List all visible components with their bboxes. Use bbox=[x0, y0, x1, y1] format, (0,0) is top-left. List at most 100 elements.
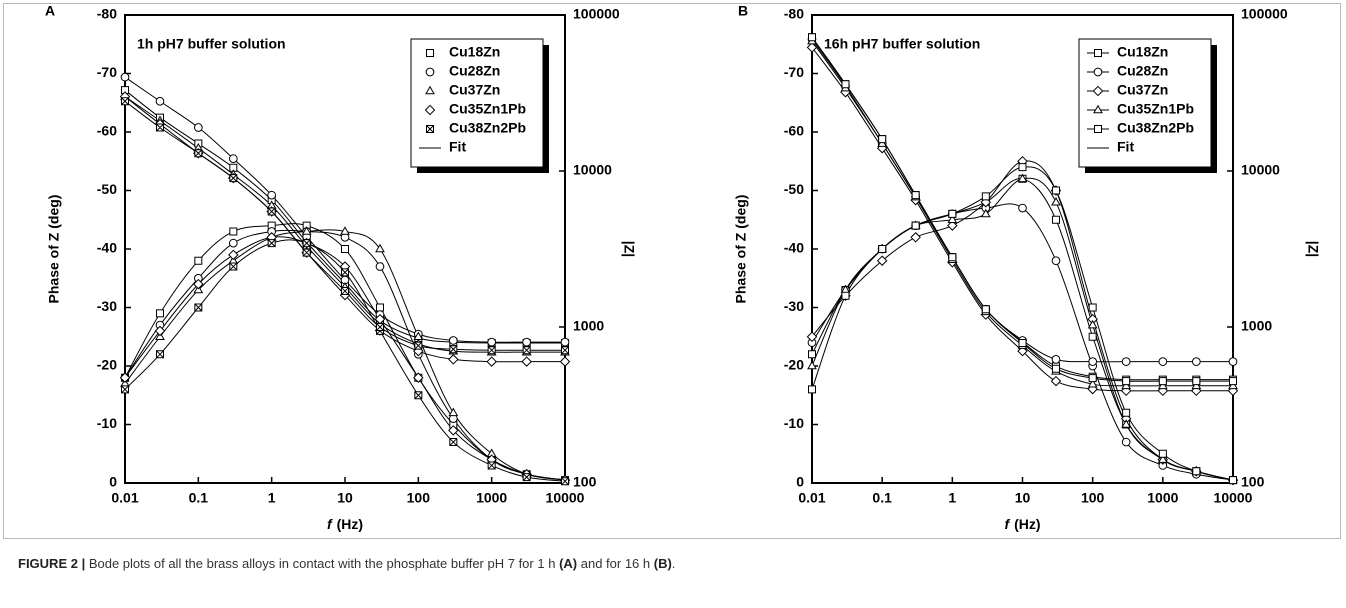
caption-text: and for 16 h bbox=[580, 556, 651, 571]
data-point bbox=[1122, 377, 1131, 386]
data-point bbox=[1018, 338, 1027, 347]
panel-label: B bbox=[738, 3, 748, 19]
legend-marker bbox=[1093, 104, 1103, 114]
data-point bbox=[119, 372, 131, 383]
y-tick-label: -10 bbox=[784, 415, 804, 431]
x-tick-label: 1 bbox=[268, 490, 276, 506]
legend-label: Fit bbox=[449, 139, 466, 155]
legend-marker bbox=[426, 49, 434, 57]
data-point bbox=[981, 305, 990, 314]
data-point bbox=[1051, 215, 1060, 224]
data-point bbox=[911, 191, 920, 200]
y-tick-label: -50 bbox=[784, 181, 804, 197]
x-axis-symbol: f bbox=[1004, 516, 1010, 532]
data-point bbox=[1158, 449, 1167, 458]
data-point bbox=[910, 232, 921, 243]
caption-ref: (B) bbox=[653, 556, 672, 571]
data-point bbox=[1088, 332, 1097, 341]
data-point bbox=[911, 221, 920, 230]
chart-title: 16h pH7 buffer solution bbox=[824, 36, 980, 52]
caption-text: Bode plots of all the brass alloys in co… bbox=[88, 556, 556, 571]
chart-panel: 0-10-20-30-40-50-60-70-80100100010000100… bbox=[733, 3, 1322, 532]
y-tick-label: -40 bbox=[784, 240, 804, 256]
y-tick-label: -60 bbox=[97, 123, 117, 139]
data-point bbox=[560, 337, 570, 347]
data-point bbox=[301, 226, 312, 235]
data-point bbox=[1192, 377, 1201, 386]
data-point bbox=[154, 325, 166, 337]
chart-title: 1h pH7 buffer solution bbox=[137, 36, 286, 52]
legend-label: Cu35Zn1Pb bbox=[1117, 101, 1194, 117]
data-point bbox=[155, 309, 164, 318]
data-point bbox=[229, 163, 238, 172]
data-point bbox=[341, 287, 349, 296]
data-point bbox=[947, 214, 958, 224]
fit-line bbox=[811, 166, 1234, 481]
caption-label: FIGURE 2 | bbox=[18, 556, 86, 571]
legend-marker bbox=[1094, 49, 1102, 57]
data-point bbox=[980, 208, 991, 218]
plot-frame bbox=[811, 14, 1234, 484]
data-point bbox=[947, 220, 958, 231]
y2-tick-label: 100000 bbox=[573, 6, 620, 22]
data-point bbox=[487, 461, 496, 470]
data-point bbox=[229, 262, 238, 271]
data-point bbox=[414, 341, 423, 350]
data-point bbox=[878, 245, 887, 253]
data-point bbox=[981, 192, 990, 201]
data-point bbox=[1121, 437, 1131, 447]
y-tick-label: -20 bbox=[97, 357, 117, 373]
x-axis-unit: (Hz) bbox=[337, 516, 363, 532]
y-axis-label: Phase of Z (deg) bbox=[733, 195, 749, 304]
fit-line bbox=[811, 177, 1234, 481]
legend-label: Cu28Zn bbox=[1117, 63, 1168, 79]
data-point bbox=[559, 356, 571, 367]
data-point bbox=[375, 323, 384, 331]
legend-label: Cu28Zn bbox=[449, 63, 500, 79]
y-tick-label: 0 bbox=[796, 474, 804, 490]
data-point bbox=[1051, 256, 1061, 266]
y-tick-label: -20 bbox=[784, 357, 804, 373]
legend-marker bbox=[424, 104, 436, 116]
data-point bbox=[1191, 357, 1201, 366]
data-point bbox=[808, 33, 816, 42]
x-tick-label: 1000 bbox=[476, 490, 507, 506]
data-point bbox=[229, 174, 238, 183]
data-point bbox=[1051, 186, 1060, 195]
legend-label: Cu35Zn1Pb bbox=[449, 101, 526, 117]
data-point bbox=[375, 262, 385, 271]
data-point bbox=[1087, 378, 1098, 388]
data-point bbox=[194, 149, 203, 158]
data-point bbox=[948, 209, 957, 218]
data-point bbox=[841, 80, 850, 89]
y-tick-label: -70 bbox=[784, 64, 804, 80]
data-point bbox=[448, 407, 459, 417]
legend-box bbox=[410, 38, 544, 168]
data-point bbox=[806, 331, 818, 343]
y2-tick-label: 1000 bbox=[1241, 318, 1272, 334]
data-point bbox=[1158, 357, 1168, 366]
data-point bbox=[155, 123, 164, 132]
data-point bbox=[449, 438, 458, 447]
data-point bbox=[1192, 467, 1201, 476]
data-point bbox=[340, 226, 350, 235]
y-tick-label: 0 bbox=[109, 474, 117, 490]
data-point bbox=[487, 346, 496, 355]
legend-marker bbox=[1093, 67, 1103, 77]
legend-label: Fit bbox=[1117, 139, 1134, 155]
data-point bbox=[193, 123, 203, 132]
legend-box bbox=[1078, 38, 1212, 168]
y-tick-label: -30 bbox=[97, 298, 117, 314]
data-point bbox=[121, 97, 129, 106]
data-point bbox=[522, 473, 531, 482]
data-point bbox=[193, 278, 204, 290]
data-point bbox=[448, 425, 459, 436]
legend-marker bbox=[426, 125, 434, 133]
data-point bbox=[948, 253, 957, 262]
data-point bbox=[449, 345, 458, 354]
y-tick-label: -70 bbox=[97, 64, 117, 80]
x-axis-unit: (Hz) bbox=[1014, 516, 1040, 532]
data-point bbox=[1051, 364, 1060, 373]
plot-frame bbox=[124, 14, 566, 484]
x-tick-label: 100 bbox=[407, 490, 431, 506]
